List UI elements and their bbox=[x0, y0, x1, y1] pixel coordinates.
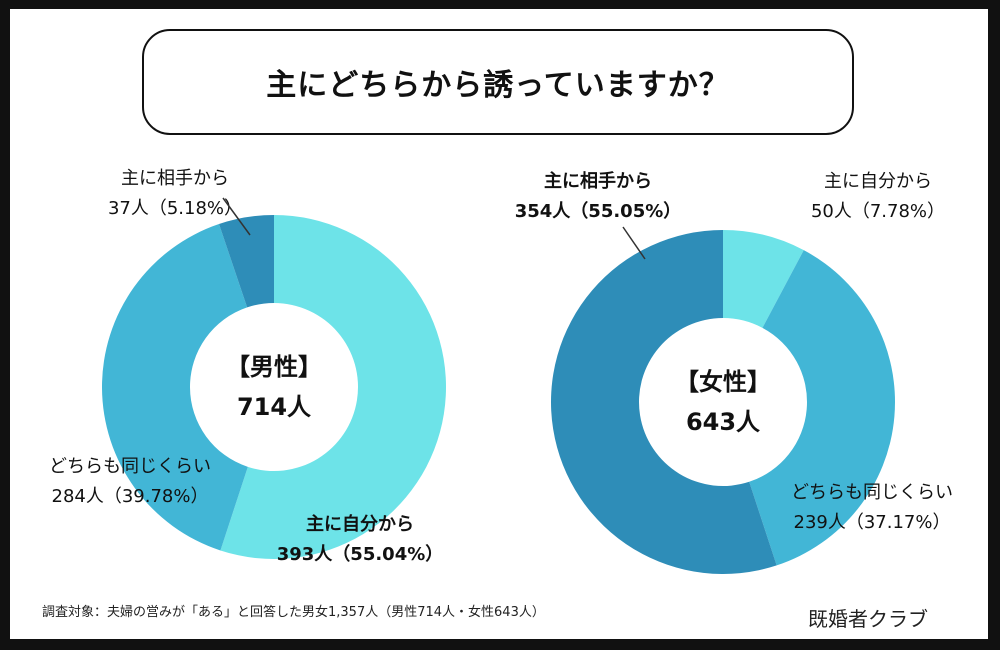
survey-footnote: 調査対象：夫婦の営みが「ある」と回答した男女1,357人（男性714人・女性64… bbox=[42, 605, 545, 620]
donut-slice-female-self bbox=[723, 230, 804, 328]
slice-label-same: どちらも同じくらい bbox=[49, 456, 211, 477]
leader-line bbox=[622, 226, 646, 260]
slice-count-same: 284人（39.78%） bbox=[52, 486, 209, 507]
donut-slice-female-partner bbox=[551, 230, 777, 574]
slice-count-same: 239人（37.17%） bbox=[794, 512, 951, 533]
infographic-card: 主にどちらから誘っていますか？ 主に自分から 393人（55.04%） どちらも同じ… bbox=[10, 9, 988, 639]
slice-label-partner: 主に相手から bbox=[544, 170, 652, 192]
title-box: 主にどちらから誘っていますか？ bbox=[142, 29, 854, 135]
donut-slice-male-partner bbox=[219, 215, 274, 308]
slice-count-partner: 37人（5.18%） bbox=[108, 198, 242, 219]
center-label: 【女性】 bbox=[675, 368, 771, 396]
slice-label-partner: 主に相手から bbox=[121, 168, 229, 189]
brand-name: 既婚者クラブ bbox=[808, 607, 928, 631]
donut-slice-male-same bbox=[102, 224, 248, 551]
slice-count-self: 393人（55.04%） bbox=[277, 544, 444, 565]
center-value: 643人 bbox=[686, 408, 760, 436]
center-value: 714人 bbox=[237, 393, 311, 421]
donut-charts: 主に自分から 393人（55.04%） どちらも同じくらい 284人（39.78%） 主… bbox=[49, 168, 953, 574]
chart-title: 主にどちらから誘っていますか？ bbox=[266, 68, 730, 103]
slice-label-self: 主に自分から bbox=[306, 513, 414, 535]
leader-line bbox=[222, 197, 251, 236]
slice-label-self: 主に自分から bbox=[824, 171, 932, 192]
slice-label-same: どちらも同じくらい bbox=[791, 482, 953, 503]
donut-slice-male-self bbox=[220, 215, 446, 559]
slice-count-partner: 354人（55.05%） bbox=[515, 201, 682, 222]
slice-count-self: 50人（7.78%） bbox=[811, 201, 945, 222]
donut-slice-female-same bbox=[749, 250, 896, 566]
center-label: 【男性】 bbox=[226, 353, 322, 381]
